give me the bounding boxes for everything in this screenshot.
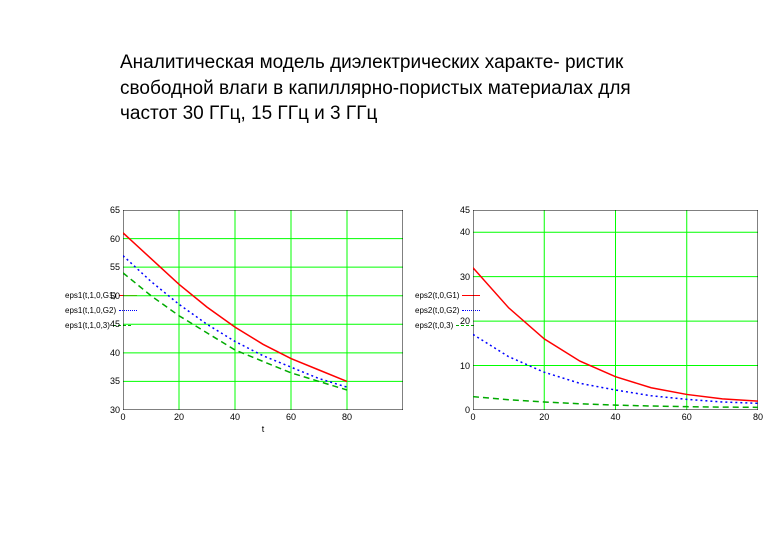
chart-left-svg [123,210,403,410]
x-tick-label: 0 [120,412,125,422]
y-tick-label: 65 [110,205,120,215]
chart-left-container: eps1(t,1,0,G1) eps1(t,1,0,G2) eps1(t,1,0,3… [65,210,403,410]
chart-right-container: eps2(t,0,G1) eps2(t,0,G2) eps2(t,0,3) 0102… [415,210,758,410]
legend-item: eps1(t,1,0,G2) [65,306,123,315]
x-tick-label: 60 [682,412,692,422]
y-tick-label: 60 [110,234,120,244]
legend-label: eps2(t,0,3) [415,321,453,330]
chart-left-plot: 3035404550556065020406080t [123,210,403,410]
page-title: Аналитическая модель диэлектрических хар… [120,50,670,127]
x-axis-label: t [262,424,265,434]
y-tick-label: 20 [460,316,470,326]
y-tick-label: 30 [110,405,120,415]
x-tick-label: 20 [174,412,184,422]
y-tick-label: 0 [465,405,470,415]
y-tick-label: 45 [460,205,470,215]
legend-label: eps2(t,0,G1) [415,291,459,300]
legend-item: eps2(t,0,G1) [415,291,473,300]
y-tick-label: 45 [110,319,120,329]
chart-right-plot: 01020304045020406080 [473,210,758,410]
y-tick-label: 55 [110,262,120,272]
y-tick-label: 50 [110,291,120,301]
x-tick-label: 20 [539,412,549,422]
legend-label: eps1(t,1,0,G2) [65,306,116,315]
chart-right-svg [473,210,758,410]
legend-label: eps1(t,1,0,G1) [65,291,116,300]
y-tick-label: 40 [460,227,470,237]
y-tick-label: 10 [460,361,470,371]
x-tick-label: 60 [286,412,296,422]
legend-label: eps1(t,1,0,3) [65,321,110,330]
x-tick-label: 40 [230,412,240,422]
y-tick-label: 30 [460,272,470,282]
legend-label: eps2(t,0,G2) [415,306,459,315]
x-tick-label: 40 [610,412,620,422]
y-tick-label: 40 [110,348,120,358]
x-tick-label: 0 [470,412,475,422]
x-tick-label: 80 [753,412,763,422]
chart-right-legend: eps2(t,0,G1) eps2(t,0,G2) eps2(t,0,3) [415,210,473,410]
x-tick-label: 80 [342,412,352,422]
y-tick-label: 35 [110,376,120,386]
legend-item: eps2(t,0,G2) [415,306,473,315]
